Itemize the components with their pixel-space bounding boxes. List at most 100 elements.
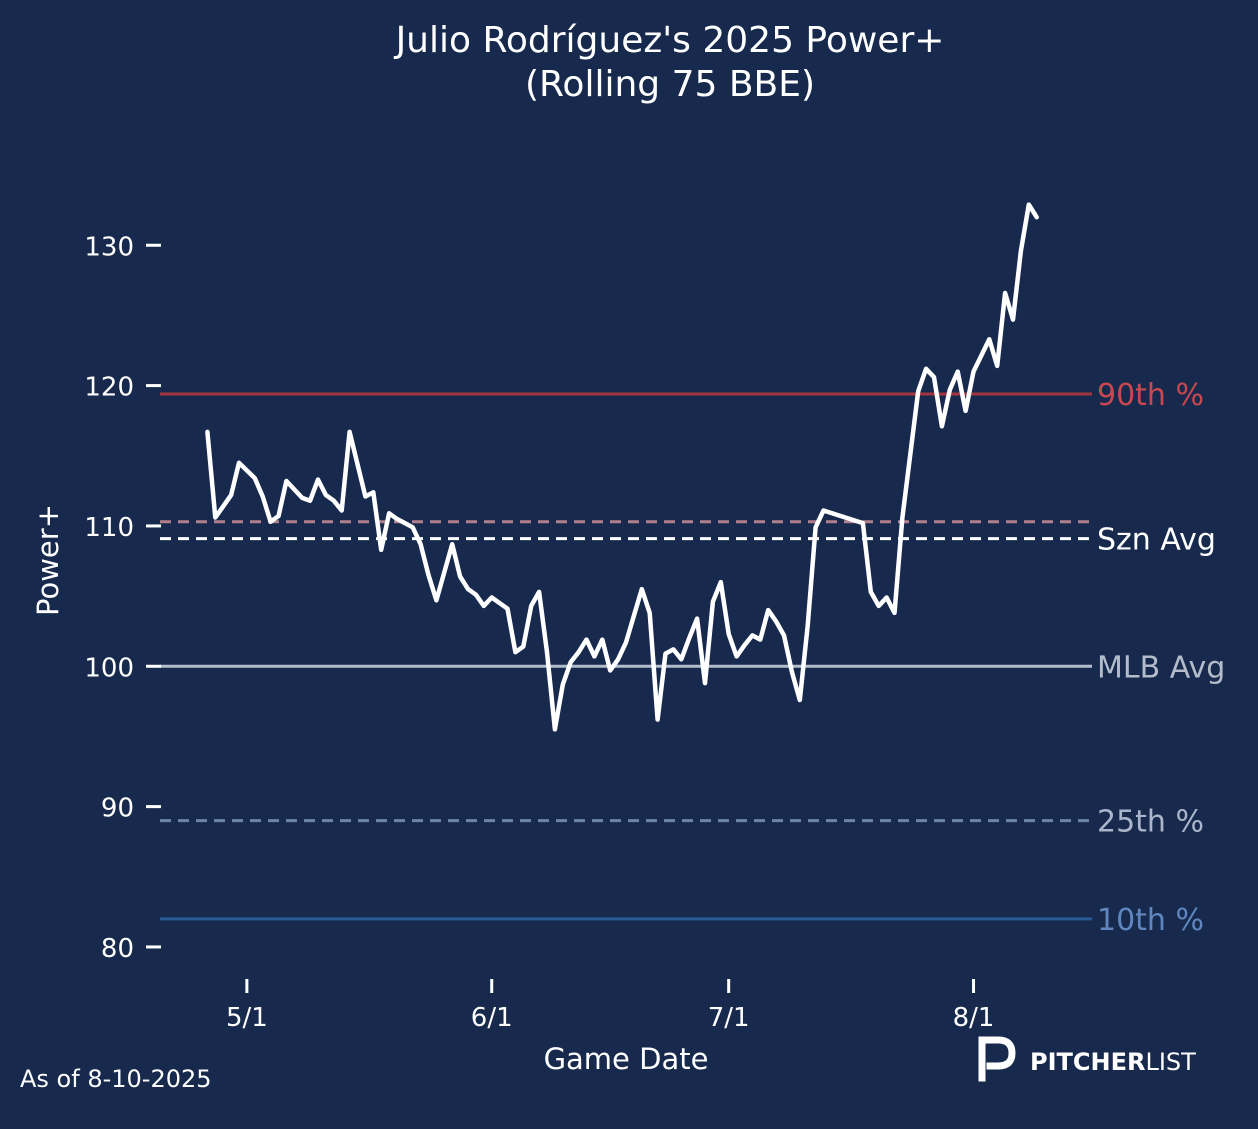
ref-label-mlb-avg: MLB Avg (1097, 650, 1225, 685)
data-point (466, 587, 470, 591)
data-point (719, 580, 722, 584)
data-point (229, 493, 233, 497)
data-point (237, 461, 241, 464)
pitcherlist-logo: PITCHERLIST (978, 1036, 1196, 1082)
data-point (577, 651, 580, 654)
data-point (624, 641, 628, 644)
data-point (561, 683, 564, 686)
data-point (964, 409, 967, 413)
data-point (214, 516, 217, 519)
data-point (672, 648, 675, 651)
reference-lines: 90th % Szn Avg MLB Avg 25th % 10th % (160, 378, 1225, 938)
brand-name-light: LIST (1145, 1048, 1196, 1076)
ref-label-szn-avg: Szn Avg (1097, 523, 1216, 558)
data-point (822, 509, 825, 512)
x-axis-label: Game Date (544, 1042, 709, 1076)
y-tick-label: 110 (84, 513, 134, 543)
data-point (609, 669, 612, 672)
data-point (996, 364, 999, 368)
data-point (743, 644, 746, 647)
data-point (695, 617, 699, 620)
data-point (869, 590, 872, 594)
data-point (285, 479, 288, 483)
data-point (387, 512, 391, 515)
data-point (956, 370, 959, 373)
data-point (806, 624, 809, 627)
data-point (553, 728, 557, 731)
data-point (545, 651, 549, 654)
data-point (427, 573, 430, 577)
data-point (308, 499, 312, 502)
ref-label-25th: 25th % (1097, 805, 1204, 840)
data-point (206, 430, 209, 434)
data-point (253, 477, 256, 480)
y-tick-label: 100 (84, 653, 134, 683)
data-point (537, 590, 541, 594)
data-point (680, 658, 683, 661)
data-point (340, 509, 343, 512)
data-point (988, 338, 991, 341)
data-point (419, 543, 422, 546)
data-point (885, 596, 888, 599)
data-point (277, 514, 280, 518)
chart-subtitle: (Rolling 75 BBE) (525, 64, 815, 105)
data-point (688, 637, 691, 640)
data-point (632, 614, 636, 617)
data-point (498, 601, 501, 605)
data-point (948, 388, 951, 391)
data-point (324, 493, 328, 497)
data-point (269, 520, 272, 523)
data-point (767, 608, 770, 612)
data-point (514, 651, 517, 654)
data-point (593, 655, 596, 658)
data-point (522, 645, 525, 648)
data-point (861, 521, 865, 525)
y-axis-label: Power+ (31, 504, 65, 616)
data-point (656, 718, 659, 721)
brand-name-bold: PITCHER (1030, 1048, 1145, 1076)
data-point (917, 390, 920, 393)
data-point (1011, 318, 1015, 321)
ref-label-10th: 10th % (1097, 903, 1204, 938)
series-layer (205, 202, 1039, 732)
data-point (395, 517, 399, 521)
data-point (940, 425, 944, 428)
data-point (332, 499, 335, 502)
data-point (301, 496, 304, 500)
data-point (364, 495, 367, 498)
data-point (893, 611, 896, 615)
data-point (640, 587, 643, 591)
data-point (530, 604, 533, 608)
data-point (490, 596, 493, 599)
as-of-date: As of 8-10-2025 (20, 1065, 212, 1093)
data-point (790, 670, 794, 674)
data-point (703, 681, 707, 685)
ref-label-90th: 90th % (1097, 378, 1204, 413)
data-point (798, 698, 801, 702)
data-point (261, 495, 264, 498)
y-tick-label: 90 (101, 794, 134, 824)
chart-title: Julio Rodríguez's 2025 Power+ (394, 20, 945, 61)
data-point (1019, 249, 1023, 253)
data-point (372, 491, 375, 494)
data-point (348, 430, 351, 434)
data-point (648, 611, 651, 615)
x-tick-label: 5/1 (226, 1003, 268, 1033)
data-point (877, 604, 880, 608)
data-point (616, 658, 620, 661)
series-line-0 (205, 202, 1039, 732)
data-point (924, 367, 928, 370)
data-point (932, 376, 936, 379)
x-tick-label: 8/1 (953, 1003, 995, 1033)
data-point (1027, 203, 1031, 206)
data-point (443, 571, 446, 574)
data-point (474, 593, 478, 596)
y-tick-label: 130 (84, 232, 134, 262)
data-point (727, 632, 730, 636)
data-point (711, 600, 715, 603)
data-point (458, 575, 462, 578)
data-point (1003, 291, 1007, 295)
data-point (664, 652, 667, 655)
